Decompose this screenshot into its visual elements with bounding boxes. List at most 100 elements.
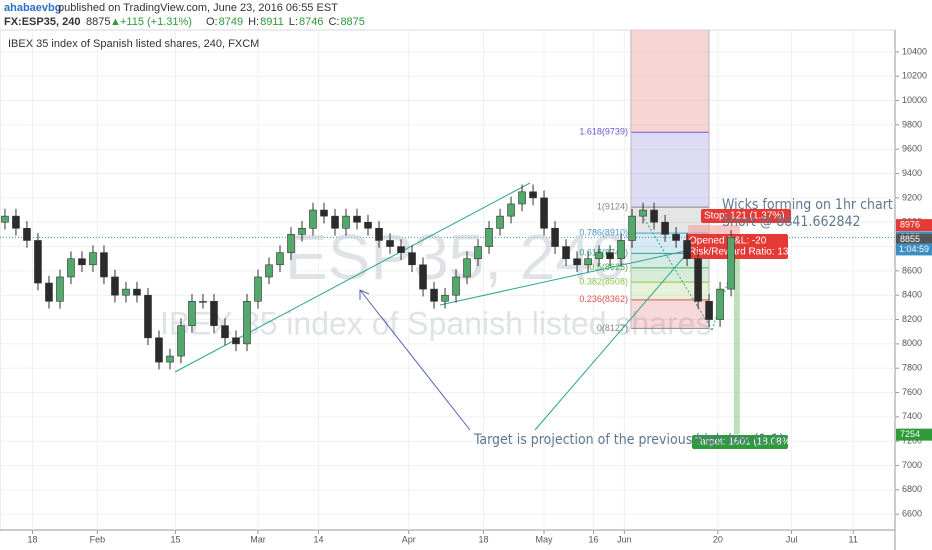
candle-body (276, 252, 284, 266)
candle-body (496, 215, 504, 229)
y-tick-label: 7600 (902, 387, 922, 397)
candle-body (386, 240, 394, 247)
candle-body (540, 197, 548, 229)
candle-body (463, 258, 471, 278)
candle-body (507, 203, 515, 217)
candle-body (727, 237, 735, 290)
candle-body (474, 246, 482, 260)
x-tick-label: Feb (90, 534, 106, 544)
candle-body (419, 264, 427, 290)
candle-body (364, 221, 372, 229)
candle-body (100, 252, 108, 278)
fib-label: 0.786(8910) (579, 228, 628, 238)
ohlc-value: 8911 (260, 16, 284, 28)
candle-body (298, 227, 306, 235)
ohlc-label: L: (289, 16, 298, 28)
author[interactable]: ahabaevbg (4, 2, 61, 14)
y-tick-label: 9800 (902, 119, 922, 129)
candle-body (56, 276, 64, 302)
candle-body (144, 294, 152, 339)
symbol: FX:ESP35, 240 (4, 16, 80, 28)
x-tick-label: May (536, 534, 554, 544)
candle-body (595, 252, 603, 260)
fib-label: 0(8127) (597, 323, 628, 333)
fib-label: 1.618(9739) (579, 127, 628, 137)
candle-body (45, 282, 53, 302)
candle-body (584, 258, 592, 266)
fib-retracement: 1.618(9739) 1(9124) 0.786(8910) 0.618(8744)… (579, 30, 710, 333)
fib-band (630, 267, 710, 283)
ohlc-label: O: (206, 16, 218, 28)
x-tick-label: 20 (713, 534, 723, 544)
candle-body (661, 221, 669, 235)
fib-label: 0.382(8508) (579, 276, 628, 286)
legend: IBEX 35 index of Spanish listed shares, … (8, 38, 259, 50)
candle-body (177, 325, 185, 357)
y-tick-label: 8600 (902, 265, 922, 275)
annotation: Target is projection of the previous hig… (473, 432, 784, 448)
candle-body (232, 337, 240, 345)
price-label: 8855 (900, 234, 920, 244)
candles (1, 184, 735, 370)
y-tick-label: 10000 (902, 95, 927, 105)
candle-body (408, 252, 416, 266)
candle-body (254, 276, 262, 302)
symbol-line: FX:ESP35, 240 8875 ▲ +115 (+1.31%) O: 874… (4, 16, 365, 28)
ohlc-label: H: (248, 16, 259, 28)
published: published on TradingView.com, June 23, 2… (58, 2, 338, 14)
y-tick-label: 8000 (902, 338, 922, 348)
y-tick-label: 6600 (902, 509, 922, 519)
candle-body (441, 294, 449, 302)
ohlc-label: C: (328, 16, 339, 28)
axes: 6600680070007200740076007800800082008400… (27, 46, 932, 544)
price-label: 7254 (900, 429, 920, 439)
position-tag (701, 209, 791, 223)
candle-body (485, 227, 493, 247)
candle-body (716, 288, 724, 320)
y-tick-label: 7000 (902, 460, 922, 470)
fib-label: 0.618(8744) (579, 248, 628, 258)
x-tick-label: Mar (250, 534, 266, 544)
annotation: Wicks forming on 1hr chart (722, 197, 893, 213)
candle-body (243, 300, 251, 345)
y-tick-label: 7800 (902, 363, 922, 373)
trend-line (639, 211, 713, 331)
candle-body (122, 288, 130, 296)
watermark-sub: IBEX 35 index of Spanish listed shares (160, 305, 711, 341)
candle-body (452, 276, 460, 296)
candle-body (628, 215, 636, 241)
candle-body (551, 227, 559, 247)
candle-body (430, 288, 438, 302)
x-tick-label: Jul (786, 534, 798, 544)
position-tag (686, 245, 788, 259)
y-tick-label: 8200 (902, 314, 922, 324)
y-tick-label: 8400 (902, 290, 922, 300)
candle-body (67, 258, 75, 278)
countdown-box (896, 243, 932, 256)
y-tick-label: 9200 (902, 192, 922, 202)
candle-body (320, 209, 328, 217)
x-tick-label: 15 (170, 534, 180, 544)
x-tick-label: 18 (27, 534, 37, 544)
candle-body (353, 215, 361, 223)
x-tick-label: 16 (589, 534, 599, 544)
candle-body (639, 209, 647, 217)
countdown: 1:04:59 (899, 244, 929, 254)
trend-line (439, 249, 691, 306)
candle-body (617, 240, 625, 260)
x-tick-label: 11 (849, 534, 858, 544)
candle-body (342, 215, 350, 229)
candle-body (606, 252, 614, 260)
arrow-line (359, 289, 471, 431)
candle-body (265, 264, 273, 278)
position-tag-text: Risk/Reward Ratio: 13.23 (689, 247, 803, 258)
fib-band (630, 30, 710, 133)
candle-body (705, 300, 713, 320)
candle-body (694, 258, 702, 302)
position-tag (686, 234, 788, 248)
position-tag (692, 435, 788, 449)
candle-body (529, 191, 537, 199)
candle-body (166, 355, 174, 363)
candle-body (12, 215, 20, 229)
candle-body (287, 234, 295, 253)
